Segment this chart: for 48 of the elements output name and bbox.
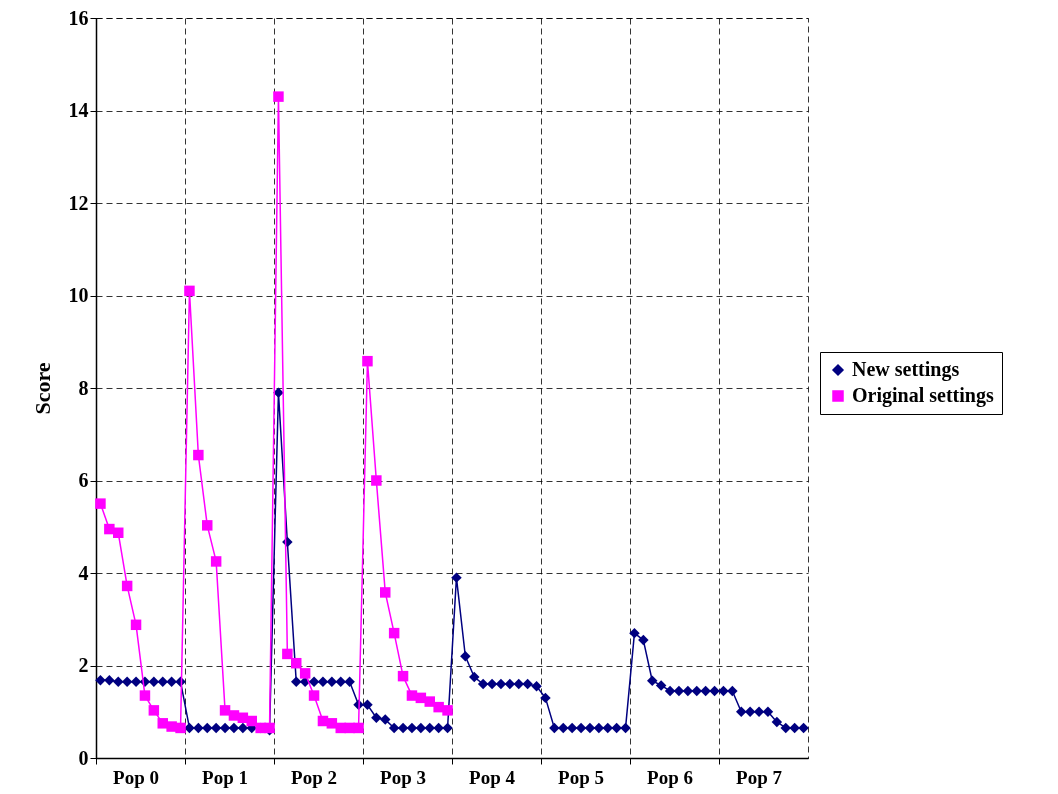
point: [139, 690, 151, 701]
point: [113, 527, 124, 539]
x-tick-label: Pop 7: [736, 766, 783, 788]
y-tick-label: 4: [78, 561, 89, 584]
point: [184, 285, 195, 297]
point: [371, 475, 382, 486]
point: [210, 556, 222, 567]
y-tick-label: 12: [68, 191, 89, 214]
x-tick-label: Pop 2: [291, 766, 338, 788]
y-tick-label: 10: [68, 284, 89, 306]
point: [121, 580, 133, 592]
point: [362, 355, 373, 367]
legend-label: Original settings: [852, 384, 994, 407]
point: [442, 705, 453, 716]
legend-label: New settings: [852, 358, 960, 381]
point: [202, 520, 213, 531]
point: [175, 722, 186, 734]
point: [380, 587, 391, 598]
x-tick-label: Pop 5: [558, 766, 605, 788]
x-tick-label: Pop 1: [202, 766, 249, 788]
x-tick-label: Pop 4: [469, 766, 516, 788]
point: [130, 619, 142, 631]
point: [397, 670, 409, 682]
point: [148, 705, 160, 716]
y-tick-label: 8: [78, 376, 89, 399]
point: [291, 657, 302, 669]
x-tick-label: Pop 3: [380, 766, 427, 788]
point: [424, 696, 435, 707]
point: [308, 690, 320, 701]
y-tick-label: 6: [78, 469, 89, 491]
x-tick-label: Pop 6: [647, 766, 694, 788]
point: [326, 718, 338, 729]
y-axis-title: Score: [29, 362, 55, 415]
point: [193, 449, 204, 461]
point: [228, 710, 240, 721]
point: [273, 91, 284, 102]
y-tick-label: 2: [78, 654, 89, 676]
point: [353, 722, 364, 734]
point: [299, 668, 311, 679]
point: [219, 705, 231, 716]
point: [406, 690, 418, 701]
point: [282, 648, 293, 660]
point: [95, 498, 106, 509]
y-tick-label: 14: [68, 99, 89, 121]
point: [388, 627, 400, 639]
y-tick-label: 0: [78, 746, 89, 769]
x-tick-label: Pop 0: [113, 766, 160, 788]
y-tick-label: 16: [68, 6, 89, 29]
